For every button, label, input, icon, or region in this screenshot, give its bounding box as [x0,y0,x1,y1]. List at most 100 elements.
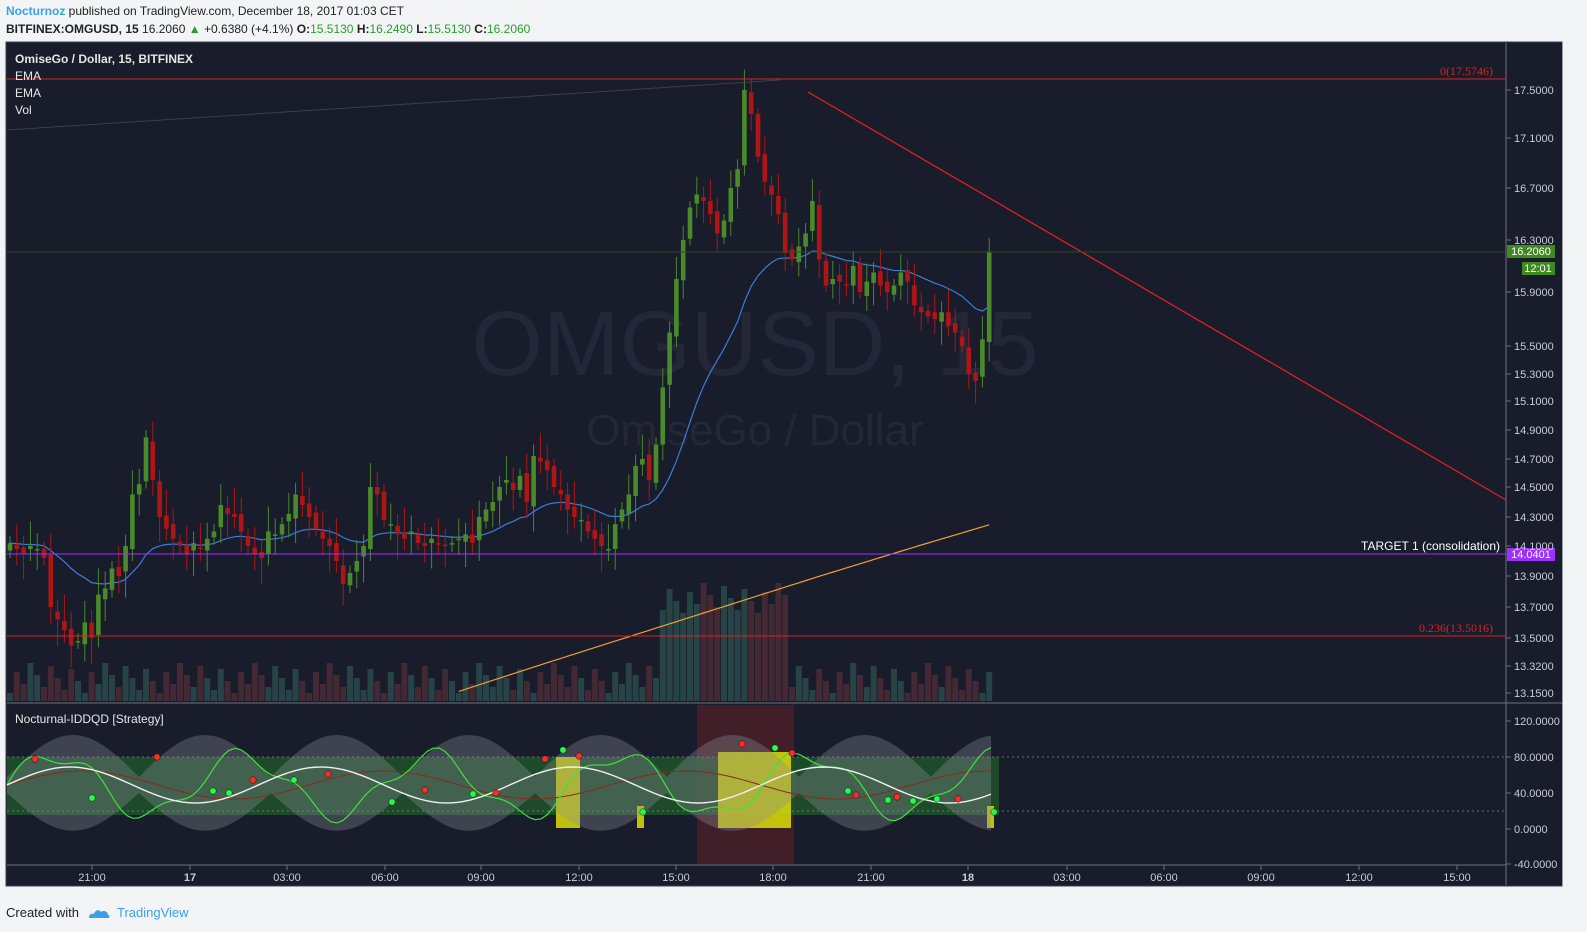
volume-bar [34,675,41,701]
volume-bar [734,610,741,701]
volume-bar [136,690,143,701]
volume-bar [918,684,925,701]
legend-ema-1[interactable]: EMA [15,69,42,83]
candle-body [109,568,115,590]
time-tick-label: 12:00 [1345,872,1373,884]
legend-title[interactable]: OmiseGo / Dollar, 15, BITFINEX [15,52,194,66]
volume-bar [251,663,258,701]
price-tick-label: 14.9000 [1514,425,1554,437]
candle-body [592,530,598,539]
volume-bar [802,678,809,701]
price-axis-panel [1506,43,1562,885]
candle-body [395,525,400,535]
yellow-box [556,757,580,828]
candle-body [361,546,366,557]
watermark-symbol: OMGUSD, 15 [471,293,1038,395]
volume-bar [938,687,945,701]
volume-bar [190,687,197,701]
sell-signal-dot [153,753,161,761]
volume-bar [945,666,952,701]
candle-body [102,588,108,600]
author-link[interactable]: Nocturnoz [6,4,66,18]
candle-body [177,541,183,546]
buy-signal-dot [933,795,941,803]
candle-body [218,505,224,528]
candle-body [75,641,81,643]
candle-body [538,457,543,462]
volume-bar [544,684,551,701]
candle-body [776,195,781,214]
volume-bar [639,687,646,701]
volume-bar [387,672,394,701]
volume-bar [714,607,721,701]
candle-body [932,312,938,319]
volume-bar [632,675,639,701]
volume-bar [469,684,476,701]
volume-bar [857,675,863,701]
candle-body [606,549,611,551]
volume-bar [863,687,870,701]
volume-bar [197,666,204,701]
tradingview-link[interactable]: TradingView [116,905,189,920]
candle-body [633,466,638,496]
volume-bar [517,669,523,701]
sell-signal-dot [421,786,429,794]
price-tick-label: 15.3000 [1514,369,1554,381]
candle-body [429,538,434,544]
candle-body [864,281,870,297]
candle-body [279,524,285,535]
volume-bar [727,598,734,701]
close-label: C: [474,22,487,36]
candle-body [300,496,305,505]
candle-body [782,212,788,253]
volume-bar [646,666,653,701]
created-with-text: Created with [6,905,79,920]
candle-body [170,524,176,539]
candle-body [667,332,672,385]
volume-bar [428,678,435,701]
candle-body [517,475,523,490]
volume-bar [20,684,27,701]
candle-body [674,279,679,337]
candle-body [259,552,264,558]
sell-signal-dot [738,740,746,748]
volume-bar [149,681,156,701]
volume-bar [619,684,625,701]
candle-body [524,473,530,502]
time-tick-label: 12:00 [565,872,593,884]
volume-bar [109,675,115,701]
volume-bars [7,583,993,701]
buy-signal-dot [844,787,852,795]
current-price-label: 16.2060 [1511,246,1551,258]
publisher-line: Nocturnoz published on TradingView.com, … [6,4,404,18]
indicator-title[interactable]: Nocturnal-IDDQD [Strategy] [15,712,164,726]
legend-vol[interactable]: Vol [15,103,32,117]
candle-body [130,494,135,549]
volume-bar [285,690,292,701]
volume-bar [476,663,483,701]
time-tick-label: 06:00 [1150,872,1178,884]
volume-bar [884,690,891,701]
candle-body [612,524,618,549]
volume-bar [245,684,251,701]
candle-body [449,543,455,545]
candle-body [823,260,829,286]
yellow-box [637,806,644,828]
candle-body [293,494,298,519]
fib-levels: 0(17.5746) 0.236(13.5016) TARGET 1 (consol… [6,64,1555,637]
price-tick-label: 14.7000 [1514,454,1554,466]
candle-body [946,312,951,326]
price-tick-label: 15.1000 [1514,396,1554,408]
candle-body [986,252,992,342]
candle-body [959,336,965,346]
high-label: H: [356,22,370,36]
volume-bar [523,681,530,701]
time-tick-label: 21:00 [78,872,106,884]
volume-bar [54,678,61,701]
legend-ema-2[interactable]: EMA [15,86,42,100]
candle-body [476,517,482,541]
candle-body [544,460,550,471]
candle-body [980,339,985,377]
ema-slow-line [458,524,990,692]
